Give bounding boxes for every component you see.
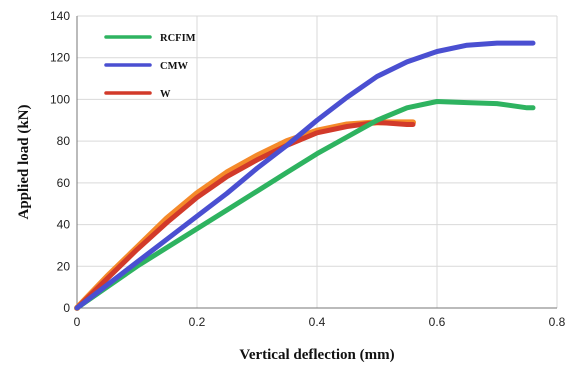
series-line-cmw [74, 40, 536, 311]
y-tick-label: 40 [57, 218, 71, 232]
y-tick-label: 20 [57, 259, 71, 273]
legend-label: RCFIM [160, 33, 196, 44]
y-tick-label: 80 [57, 134, 71, 148]
x-tick-label: 0 [74, 315, 81, 329]
legend: RCFIM CMW W [104, 33, 196, 100]
x-tick-label: 0.2 [189, 315, 206, 329]
series-line-rcfim [74, 99, 536, 311]
x-tick-label: 0.8 [549, 315, 566, 329]
x-axis-title: Vertical deflection (mm) [239, 347, 394, 363]
y-tick-label: 100 [50, 92, 70, 106]
x-tick-label: 0.4 [309, 315, 326, 329]
axes [76, 16, 557, 309]
y-tick-label: 0 [63, 301, 70, 315]
tick-labels: 0 20 40 60 80 100 120 140 0 0.2 0.4 0.6 0.8 [50, 9, 566, 329]
x-tick-label: 0.6 [429, 315, 446, 329]
y-tick-label: 140 [50, 9, 70, 23]
grid [77, 15, 558, 308]
legend-label: CMW [160, 61, 188, 72]
y-axis-title: Applied load (kN) [16, 104, 32, 219]
legend-label: W [160, 89, 171, 100]
series-lines [74, 40, 536, 311]
y-tick-label: 120 [50, 51, 70, 65]
y-tick-label: 60 [57, 176, 71, 190]
